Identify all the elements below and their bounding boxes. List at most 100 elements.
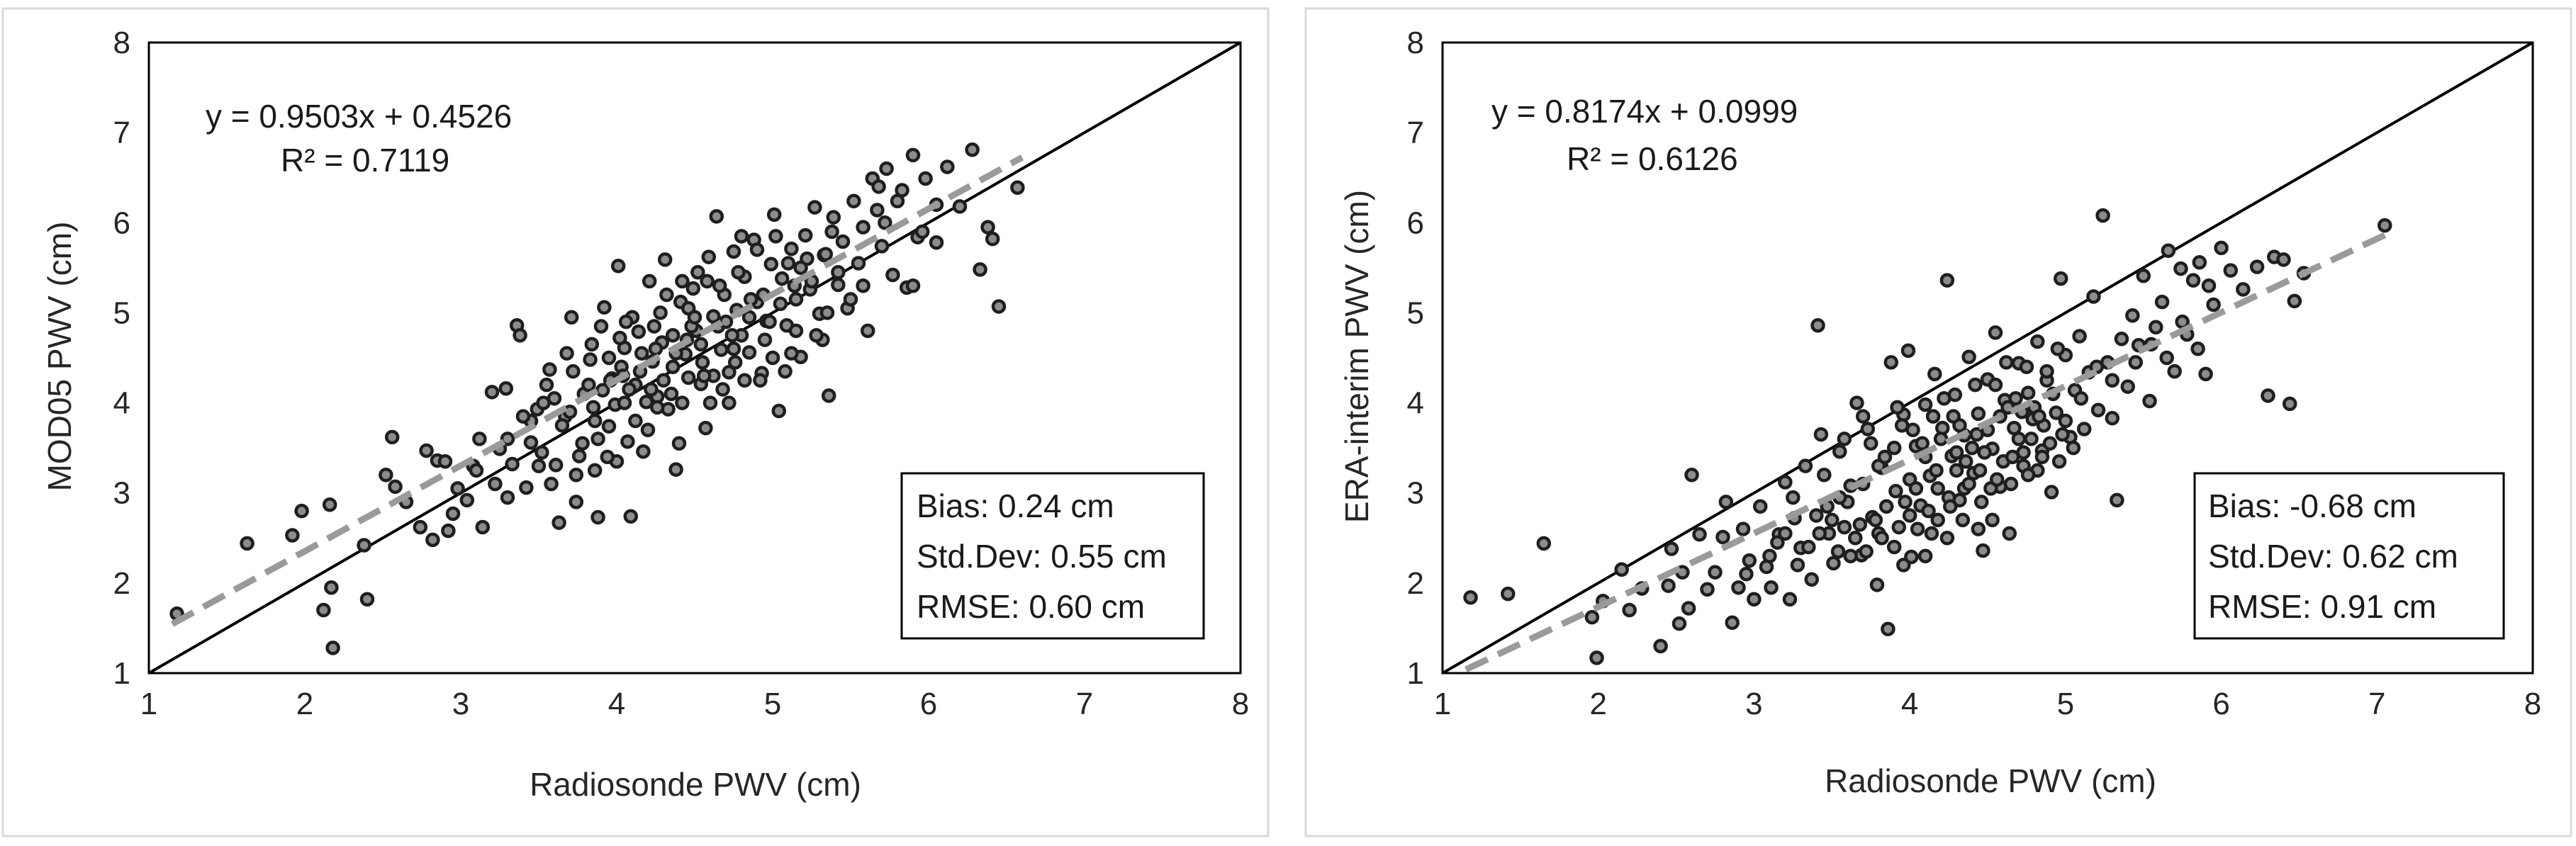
- scatter-point: [1825, 512, 1839, 528]
- stat-std-dev: Std.Dev: 0.55 cm: [917, 538, 1167, 575]
- x-tick-label: 5: [2057, 687, 2074, 721]
- y-tick-label: 5: [113, 295, 130, 330]
- scatter-point: [472, 432, 487, 446]
- scatter-point: [1888, 483, 1903, 499]
- scatter-point: [831, 264, 846, 280]
- scatter-point: [640, 422, 656, 437]
- scatter-point: [788, 323, 804, 339]
- scatter-point: [665, 359, 681, 374]
- scatter-point: [2249, 259, 2265, 274]
- scatter-point: [2019, 359, 2034, 374]
- scatter-point: [737, 373, 752, 388]
- scatter-point: [1924, 526, 1939, 541]
- scatter-point: [531, 458, 547, 473]
- scatter-point: [856, 220, 870, 235]
- scatter-point: [2044, 485, 2059, 500]
- scatter-point: [441, 523, 456, 538]
- scatter-point: [1843, 548, 1858, 563]
- scatter-point: [1930, 481, 1945, 496]
- scatter-point: [2261, 388, 2275, 403]
- scatter-point: [1010, 180, 1025, 195]
- scatter-point: [623, 509, 639, 524]
- scatter-point: [657, 252, 673, 267]
- scatter-point: [357, 538, 371, 553]
- scatter-point: [2020, 385, 2036, 400]
- scatter-point: [1985, 512, 2000, 528]
- scatter-point: [1742, 553, 1757, 568]
- scatter-point: [631, 324, 646, 339]
- scatter-point: [2159, 350, 2174, 366]
- scatter-point: [322, 497, 337, 512]
- scatter-point: [590, 432, 605, 446]
- scatter-point: [620, 434, 635, 449]
- scatter-point: [741, 345, 757, 360]
- scatter-point: [1921, 503, 1936, 519]
- scatter-point: [564, 310, 579, 325]
- scatter-point: [690, 264, 705, 280]
- scatter-point: [1949, 463, 1964, 478]
- scatter-point: [384, 429, 400, 445]
- scatter-point: [1915, 436, 1930, 451]
- scatter-point: [668, 462, 683, 477]
- stat-bias: Bias: -0.68 cm: [2208, 487, 2417, 524]
- scatter-point: [419, 443, 434, 458]
- scatter-point: [551, 515, 566, 530]
- scatter-point: [1874, 531, 1889, 546]
- scatter-point: [285, 528, 300, 543]
- scatter-point: [918, 171, 933, 186]
- y-tick-label: 2: [1407, 566, 1424, 601]
- scatter-point: [797, 227, 813, 243]
- scatter-point: [1849, 395, 1864, 410]
- scatter-point: [879, 161, 894, 176]
- plot-area-border: [147, 41, 1242, 675]
- scatter-point: [1971, 521, 1986, 536]
- scatter-point: [1908, 481, 1924, 496]
- scatter-point: [2114, 332, 2129, 346]
- stats-box: Bias: -0.68 cm Std.Dev: 0.62 cm RMSE: 0.…: [2193, 472, 2505, 640]
- scatter-point: [722, 365, 737, 380]
- scatter-point: [905, 278, 921, 293]
- scatter-point: [940, 159, 955, 174]
- scatter-point: [1770, 535, 1785, 550]
- scatter-point: [807, 200, 822, 215]
- y-tick-label: 5: [1407, 295, 1424, 330]
- scatter-point: [515, 409, 531, 424]
- regression-line-path: [1465, 232, 2387, 672]
- scatter-point: [656, 373, 671, 388]
- scatter-point: [701, 249, 717, 264]
- scatter-point: [685, 281, 701, 296]
- scatter-point: [1949, 445, 1964, 460]
- scatter-point: [2167, 363, 2182, 379]
- scatter-point: [601, 419, 617, 434]
- scatter-point: [500, 490, 515, 505]
- scatter-point: [2011, 432, 2027, 446]
- scatter-point: [2073, 390, 2089, 406]
- scatter-point: [851, 256, 866, 271]
- scatter-point: [642, 273, 657, 289]
- scatter-point: [1988, 377, 2003, 393]
- scatter-point: [2223, 263, 2239, 278]
- scatter-point: [860, 323, 875, 339]
- scatter-point: [698, 420, 713, 436]
- scatter-point: [2214, 240, 2229, 256]
- scatter-point: [1463, 590, 1478, 605]
- scatter-point: [1778, 526, 1793, 541]
- scatter-point: [2192, 254, 2207, 270]
- scatter-point: [1735, 521, 1751, 536]
- x-tick-label: 7: [1076, 687, 1093, 721]
- stat-bias: Bias: 0.24 cm: [917, 487, 1114, 524]
- scatter-point: [2142, 393, 2157, 409]
- scatter-point: [659, 287, 674, 303]
- scatter-point: [240, 536, 254, 551]
- scatter-point: [2120, 379, 2135, 394]
- scatter-point: [757, 332, 773, 347]
- regression-equation: y = 0.9503x + 0.4526: [206, 98, 512, 135]
- scatter-point: [2058, 413, 2073, 429]
- scatter-point: [617, 395, 632, 410]
- scatter-point: [831, 277, 846, 293]
- scatter-point: [590, 509, 605, 525]
- y-axis-title: MOD05 PWV (cm): [41, 222, 78, 492]
- scatter-point: [544, 476, 559, 492]
- scatter-point: [569, 495, 584, 509]
- stats-box-border: [2193, 472, 2505, 640]
